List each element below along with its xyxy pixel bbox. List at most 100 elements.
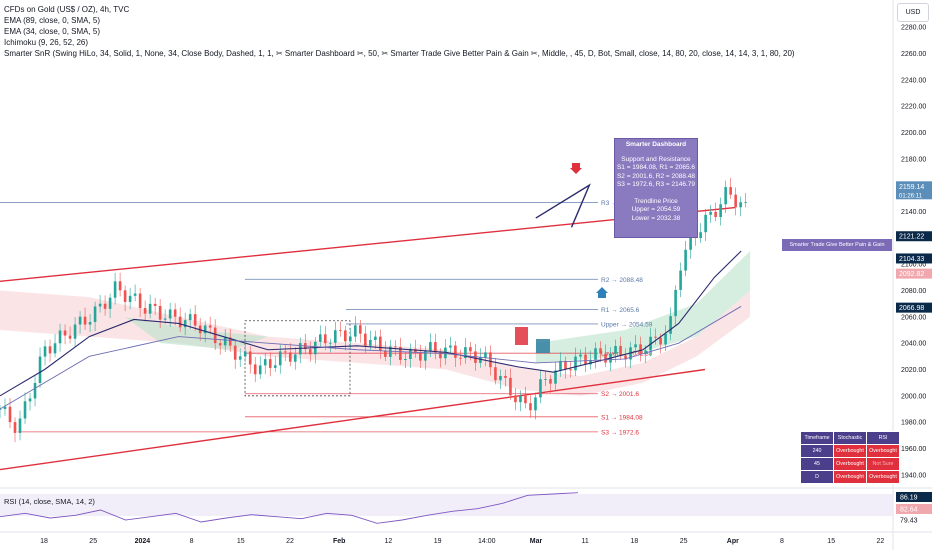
candle-body (13, 422, 17, 433)
gain-label: Smarter Trade Give Better Pain & Gain (782, 239, 892, 251)
table-cell: 45 (800, 457, 834, 471)
price-axis-label: 2121.22 (899, 234, 924, 241)
legend-ema34: EMA (34, close, 0, SMA, 5) (4, 27, 101, 36)
candle-body (68, 335, 72, 339)
candle-body (18, 418, 22, 433)
candle-body (479, 357, 482, 363)
candle-body (679, 270, 682, 290)
level-label: R2 → 2088.48 (601, 277, 643, 284)
candle-body (409, 348, 412, 359)
candle-body (524, 395, 527, 404)
candle-body (744, 202, 747, 203)
candle-body (699, 232, 702, 239)
candle-body (559, 360, 562, 371)
candle-body (504, 375, 507, 378)
candle-body (273, 365, 277, 368)
candle-body (399, 346, 402, 361)
candle-body (113, 281, 117, 298)
price-tick-label: 2000.00 (901, 393, 926, 400)
candle-body (98, 303, 102, 307)
signal-box-teal (536, 339, 550, 353)
candle-body (328, 342, 332, 344)
time-tick-label: 22 (286, 538, 294, 545)
candle-body (349, 336, 352, 342)
candle-body (213, 327, 217, 344)
trend-heading: Trendline Price (634, 197, 678, 205)
signal-box-red (515, 327, 528, 345)
candle-body (63, 330, 67, 336)
time-tick-label: 18 (40, 538, 48, 545)
price-tick-label: 2220.00 (901, 104, 926, 111)
candle-body (83, 316, 87, 325)
candle-body (464, 347, 467, 359)
candle-body (243, 351, 247, 357)
rsi-tick-label: 82.64 (900, 507, 918, 514)
table-cell: Overbought (866, 444, 900, 458)
pattern-drawing (535, 183, 591, 228)
trend-line: Upper = 2054.59 (631, 206, 681, 213)
table-cell: Overbought (866, 470, 900, 484)
time-tick-label: 25 (89, 538, 97, 545)
candle-body (333, 330, 337, 343)
candle-body (223, 337, 227, 346)
candle-body (724, 187, 727, 205)
candle-body (644, 350, 647, 355)
table-header: Timeframe (800, 431, 834, 445)
sr-line: S3 = 1972.6, R3 = 2146.79 (616, 181, 696, 188)
candle-body (484, 352, 487, 358)
candle-body (233, 345, 237, 360)
candle-body (384, 350, 387, 357)
currency-button[interactable]: USD (897, 3, 929, 22)
candle-body (258, 365, 262, 375)
price-tick-label: 2020.00 (901, 367, 926, 374)
ichimoku-cloud-green (125, 316, 268, 350)
table-cell: Not Sure (866, 457, 900, 471)
indicator-legend: CFDs on Gold (US$ / OZ), 4h, TVC EMA (89… (4, 4, 795, 59)
channel-lower-line (0, 368, 706, 471)
time-tick-label: 22 (877, 538, 885, 545)
candle-body (108, 297, 112, 309)
candle-body (599, 348, 602, 354)
candle-body (434, 342, 437, 353)
price-tick-label: 2260.00 (901, 51, 926, 58)
time-tick-label: 8 (780, 538, 784, 545)
legend-symbol: CFDs on Gold (US$ / OZ), 4h, TVC (4, 5, 130, 14)
rsi-legend: RSI (14, close, SMA, 14, 2) (4, 497, 95, 506)
candle-body (424, 351, 427, 361)
table-cell: Overbought (833, 457, 867, 471)
candle-body (163, 318, 167, 320)
candle-body (719, 204, 722, 218)
rsi-axis-badge (896, 492, 932, 502)
time-tick-label: 11 (582, 538, 589, 545)
sr-line: S1 = 1984.08, R1 = 2065.6 (616, 164, 696, 171)
price-tick-label: 2040.00 (901, 341, 926, 348)
candle-body (509, 377, 512, 396)
table-cell: 240 (800, 444, 834, 458)
candle-body (38, 356, 42, 383)
candle-body (374, 336, 377, 340)
candle-body (439, 352, 442, 359)
candle-body (549, 379, 552, 384)
candle-body (143, 308, 147, 314)
candle-body (173, 309, 177, 317)
candle-body (589, 359, 592, 365)
price-axis-label: 2159.14 (899, 184, 924, 191)
candle-body (554, 370, 557, 384)
candle-body (148, 303, 152, 314)
candle-body (53, 343, 57, 354)
candle-body (444, 347, 447, 359)
price-tick-label: 2200.00 (901, 130, 926, 137)
candle-body (268, 359, 272, 368)
time-tick-label: 8 (190, 538, 194, 545)
candle-body (48, 346, 52, 354)
candle-body (118, 281, 122, 291)
candle-body (203, 325, 207, 334)
price-tick-label: 2180.00 (901, 156, 926, 163)
candle-body (33, 382, 37, 399)
sell-arrow-icon (570, 163, 582, 174)
candle-body (23, 401, 27, 419)
price-tick-label: 2100.00 (901, 262, 926, 269)
price-axis-badge (896, 231, 932, 242)
candle-body (168, 309, 172, 319)
